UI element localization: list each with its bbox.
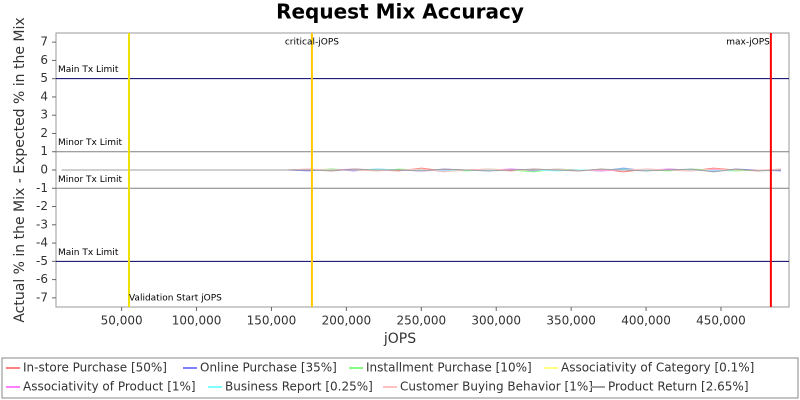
y-tick-label: 3 — [40, 108, 48, 122]
limit-label: Minor Tx Limit — [58, 138, 123, 148]
marker-label: max-jOPS — [726, 38, 770, 48]
legend-label: Installment Purchase [10%] — [366, 361, 532, 375]
y-tick-label: -5 — [36, 254, 48, 268]
y-tick-label: -3 — [36, 217, 48, 231]
legend-label: Product Return [2.65%] — [608, 380, 749, 394]
series-line — [61, 168, 781, 173]
y-tick-label: 7 — [40, 35, 48, 49]
y-tick-label: -6 — [36, 272, 48, 286]
x-axis-label: jOPS — [383, 331, 416, 347]
limit-label: Main Tx Limit — [58, 65, 119, 75]
limit-label: Main Tx Limit — [58, 248, 119, 258]
legend-label: Online Purchase [35%] — [200, 361, 337, 375]
limit-label: Minor Tx Limit — [58, 175, 123, 185]
x-tick-label: 50,000 — [101, 314, 143, 328]
y-tick-label: 4 — [40, 89, 48, 103]
x-tick-label: 150,000 — [247, 314, 297, 328]
x-tick-label: 400,000 — [621, 314, 671, 328]
x-tick-label: 250,000 — [396, 314, 446, 328]
y-tick-label: -1 — [36, 181, 48, 195]
y-tick-label: -4 — [36, 236, 48, 250]
y-axis-label: Actual % in the Mix - Expected % in the … — [12, 17, 28, 322]
x-tick-label: 100,000 — [172, 314, 222, 328]
y-tick-label: 2 — [40, 126, 48, 140]
legend-label: Associativity of Product [1%] — [23, 380, 196, 394]
y-tick-label: 1 — [40, 144, 48, 158]
legend-label: Business Report [0.25%] — [225, 380, 373, 394]
x-tick-label: 300,000 — [471, 314, 521, 328]
x-tick-label: 350,000 — [546, 314, 596, 328]
marker-label: Validation Start jOPS — [129, 294, 222, 304]
chart-title: Request Mix Accuracy — [276, 0, 524, 24]
y-tick-label: -7 — [36, 290, 48, 304]
y-tick-label: 0 — [40, 163, 48, 177]
y-tick-label: 5 — [40, 71, 48, 85]
legend-label: Customer Buying Behavior [1%] — [400, 380, 593, 394]
legend — [1, 357, 799, 399]
x-tick-label: 200,000 — [322, 314, 372, 328]
marker-label: critical-jOPS — [285, 38, 339, 48]
legend-label: In-store Purchase [50%] — [23, 361, 167, 375]
x-tick-label: 450,000 — [696, 314, 746, 328]
legend-label: Associativity of Category [0.1%] — [561, 361, 754, 375]
y-tick-label: 6 — [40, 53, 48, 67]
y-tick-label: -2 — [36, 199, 48, 213]
